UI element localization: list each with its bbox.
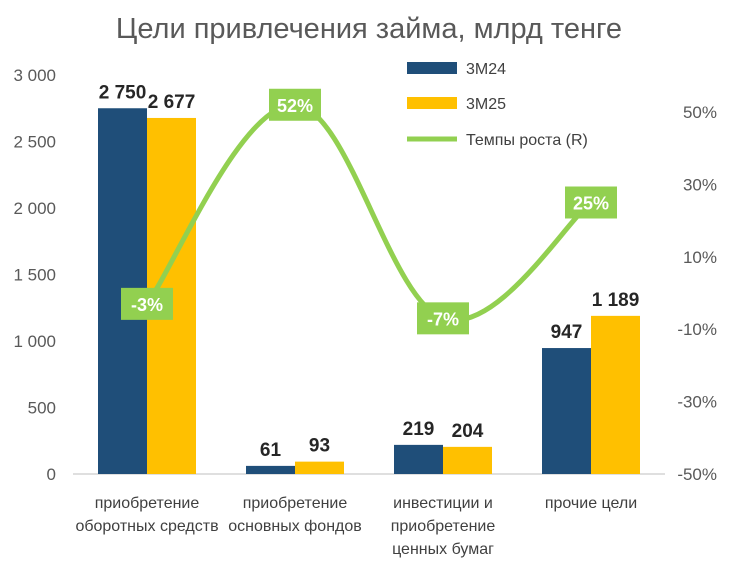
y-left-tick-label: 0 (47, 465, 56, 484)
legend-label: 3М25 (466, 96, 506, 113)
category-label: инвестиции и (393, 495, 493, 512)
y-right-tick-label: 50% (683, 103, 717, 122)
growth-label-box (269, 88, 321, 121)
y-left-tick-label: 2 000 (13, 199, 56, 218)
y-right-tick-label: -10% (677, 320, 717, 339)
growth-label-box (417, 302, 469, 335)
y-left-tick-label: 1 500 (13, 266, 56, 285)
growth-label-box (565, 186, 617, 219)
bar-label-group: 2 750 2 677 61 93 219 204 947 1 189 (99, 82, 640, 461)
category-label: приобретение (391, 518, 496, 535)
category-labels: приобретение оборотных средств приобретени… (75, 495, 637, 558)
chart-title: Цели привлечения займа, млрд тенге (116, 13, 622, 45)
bar-value-label: 2 677 (148, 92, 196, 113)
category-label: приобретение (243, 495, 348, 512)
y-right-tick-label: 10% (683, 248, 717, 267)
y-axis-right: -50% -30% -10% 10% 30% 50% (677, 103, 717, 484)
y-left-tick-label: 3 000 (13, 66, 56, 85)
growth-rate-label: -3% (131, 295, 163, 315)
legend-label: Темпы роста (R) (466, 132, 588, 149)
bar-3m25 (591, 315, 640, 474)
category-label: прочие цели (545, 495, 637, 512)
bar-value-label: 1 189 (592, 290, 640, 311)
legend-swatch-3m24 (407, 62, 457, 74)
bar-series-group (98, 108, 640, 475)
category-label: приобретение (95, 495, 200, 512)
growth-line-group: -3% 52% -7% 25% (121, 88, 617, 335)
bar-value-label: 2 750 (99, 82, 147, 103)
bar-3m24 (394, 444, 443, 474)
bar-3m25 (443, 446, 492, 474)
growth-label-box (121, 287, 173, 320)
bar-value-label: 204 (452, 421, 484, 442)
category-label: оборотных средств (75, 518, 218, 535)
y-axis-left: 0 500 1 000 1 500 2 000 2 500 3 000 (13, 66, 56, 484)
legend-swatch-3m25 (407, 97, 457, 109)
category-label: основных фондов (228, 518, 362, 535)
y-right-tick-label: -30% (677, 393, 717, 412)
bar-value-label: 947 (551, 322, 583, 343)
growth-rate-label: 52% (277, 96, 313, 116)
bar-3m24 (246, 465, 295, 474)
y-right-tick-label: -50% (677, 465, 717, 484)
bar-value-label: 93 (309, 436, 330, 457)
y-left-tick-label: 1 000 (13, 332, 56, 351)
bar-3m25 (295, 461, 344, 474)
bar-3m24 (542, 348, 591, 474)
bar-value-label: 61 (260, 440, 282, 461)
growth-rate-label: 25% (573, 194, 609, 214)
y-right-tick-label: 30% (683, 175, 717, 194)
category-label: ценных бумаг (392, 541, 494, 558)
growth-rate-line (144, 102, 594, 323)
bar-value-label: 219 (403, 419, 435, 440)
y-left-tick-label: 2 500 (13, 133, 56, 152)
legend-label: 3М24 (466, 61, 506, 78)
y-left-tick-label: 500 (28, 399, 56, 418)
legend: 3М24 3М25 Темпы роста (R) (407, 61, 588, 149)
growth-rate-label: -7% (427, 309, 459, 329)
